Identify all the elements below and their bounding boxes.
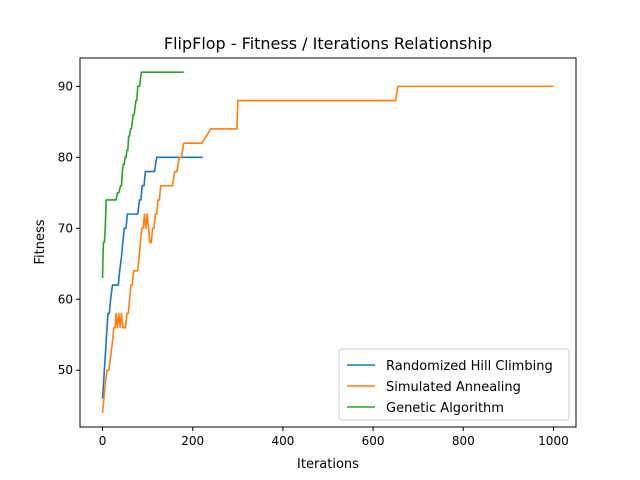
series-line-1 [101, 85, 554, 413]
plot-frame [79, 57, 577, 428]
x-tick-label-3: 600 [362, 434, 385, 448]
y-tick-label-1: 60 [58, 292, 73, 306]
series-lines [101, 71, 554, 413]
y-axis: 50 60 70 80 90 [58, 79, 80, 377]
y-tick-label-0: 50 [58, 363, 73, 377]
x-axis: 0 200 400 600 800 1000 [99, 427, 569, 448]
legend-label-2: Genetic Algorithm [386, 401, 504, 416]
y-tick-label-2: 70 [58, 221, 73, 235]
legend: Randomized Hill Climbing Simulated Anneal… [338, 348, 570, 421]
series-line-0 [101, 156, 203, 399]
legend-box [338, 348, 570, 421]
x-tick-label-2: 400 [271, 434, 294, 448]
x-tick-label-5: 1000 [538, 434, 569, 448]
y-axis-label: Fitness [33, 219, 48, 264]
legend-label-0: Randomized Hill Climbing [386, 359, 553, 374]
x-tick-label-4: 800 [452, 434, 475, 448]
x-axis-label: Iterations [297, 457, 359, 472]
y-tick-label-3: 80 [58, 150, 73, 164]
chart-title: FlipFlop - Fitness / Iterations Relation… [164, 34, 492, 53]
legend-label-1: Simulated Annealing [386, 380, 521, 395]
series-line-2 [101, 71, 184, 278]
x-tick-label-0: 0 [99, 434, 107, 448]
x-tick-label-1: 200 [181, 434, 204, 448]
y-tick-label-4: 90 [58, 79, 73, 93]
